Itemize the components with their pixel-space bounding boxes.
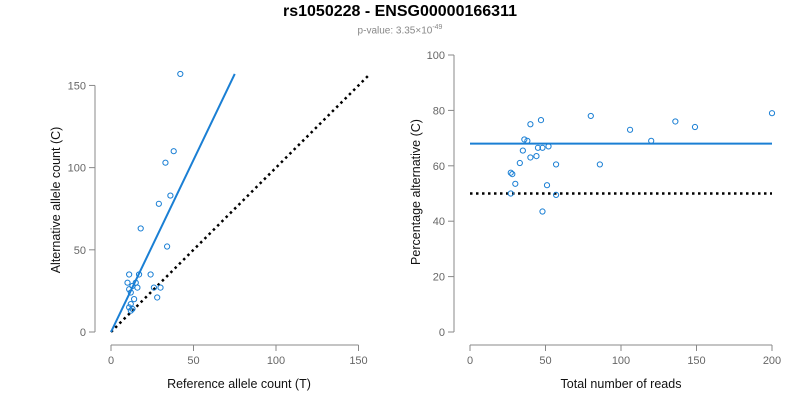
- panel2-data-point: [512, 180, 519, 187]
- panel2-data-point: [509, 171, 516, 178]
- panel1-data-point: [126, 286, 133, 293]
- panel1-data-point: [137, 225, 144, 232]
- panel2-y-tick-label: 0: [439, 327, 445, 339]
- panel2-data-point: [691, 123, 699, 131]
- panel2-data-point: [545, 143, 552, 150]
- panel1-data-point: [127, 307, 134, 314]
- panel2-data-point: [768, 110, 776, 117]
- panel1-data-point: [157, 284, 164, 291]
- panel1-data-point: [126, 271, 133, 278]
- panel2-data-point: [672, 118, 679, 125]
- panel2-data-point: [524, 137, 531, 144]
- panel1-x-tick-label: 150: [349, 355, 367, 367]
- panel2-y-tick-label: 20: [433, 272, 445, 284]
- panel2-data-point: [539, 144, 546, 151]
- panel2-x-tick-label: 100: [612, 355, 630, 367]
- panel2-data-point: [519, 147, 526, 154]
- panel1-data-point: [170, 148, 177, 155]
- panel1-data-point: [177, 70, 184, 78]
- panel2-data-point: [648, 137, 655, 144]
- panel1-data-point: [164, 243, 171, 250]
- panel1-data-point: [126, 304, 133, 311]
- panel2-x-tick-label: 50: [539, 355, 551, 367]
- pvalue-exponent: -49: [432, 24, 443, 31]
- panel1-fit-line: [110, 73, 236, 333]
- panel2-data-point: [539, 208, 546, 215]
- panel1-data-point: [167, 192, 174, 199]
- panel2-data-point: [527, 154, 534, 161]
- panel1-data-point: [127, 289, 134, 296]
- panel2-x-tick-label: 150: [687, 355, 705, 367]
- panel2-data-point: [521, 136, 528, 143]
- panel1-data-point: [154, 294, 161, 301]
- pvalue-subtitle: p-value: 3.35×10-49: [0, 24, 800, 36]
- panel2-y-tick-label: 80: [433, 105, 445, 117]
- panel2-data-point: [543, 182, 551, 189]
- panel1-data-point: [134, 284, 141, 291]
- panel2-x-tick-label: 0: [467, 355, 473, 367]
- panel1-y-tick-label: 100: [68, 163, 86, 175]
- panel2-data-point: [534, 144, 542, 151]
- panel1-x-tick-label: 50: [187, 355, 199, 367]
- panel1-data-point: [124, 279, 131, 286]
- panel2-x-axis-title: Total number of reads: [561, 377, 682, 391]
- panel2-data-point: [552, 191, 560, 198]
- panel2-data-point: [507, 169, 514, 176]
- panel1-y-tick-label: 0: [80, 327, 86, 339]
- panel1-data-point: [131, 296, 138, 303]
- panel1-data-point: [155, 200, 162, 207]
- panel1-x-axis-title: Reference allele count (T): [167, 377, 311, 391]
- panel2-data-point: [516, 159, 523, 167]
- panel2-data-point: [537, 116, 545, 124]
- panel2-data-point: [533, 153, 540, 160]
- panel2-data-point: [552, 161, 560, 168]
- panel2-data-point: [527, 121, 534, 128]
- panel1-data-point: [147, 271, 154, 278]
- panel1-x-tick-label: 0: [108, 355, 114, 367]
- pvalue-label: p-value: 3.35×10: [357, 25, 433, 37]
- panel2-data-point: [507, 190, 514, 197]
- panel1-data-point: [135, 271, 143, 278]
- panel1-x-tick-label: 100: [267, 355, 285, 367]
- panel1-data-point: [150, 284, 157, 291]
- panel2-y-tick-label: 40: [433, 216, 445, 228]
- panel1-y-tick-label: 150: [68, 80, 86, 92]
- panel1-data-point: [129, 305, 136, 313]
- panel1-reference-line: [110, 73, 371, 333]
- panel2-y-tick-label: 60: [433, 161, 445, 173]
- panel1-y-tick-label: 50: [74, 245, 86, 257]
- panel1-data-point: [162, 159, 169, 166]
- panel2-data-point: [587, 112, 594, 120]
- panel2-y-axis-title: Percentage alternative (C): [409, 119, 423, 265]
- panel1-y-axis-title: Alternative allele count (C): [49, 127, 63, 274]
- chart-title: rs1050228 - ENSG00000166311: [283, 3, 517, 20]
- panel2-data-point: [596, 161, 603, 168]
- panel2-y-tick-label: 100: [427, 50, 445, 62]
- panel2-x-tick-label: 200: [763, 355, 781, 367]
- panel2-data-point: [626, 126, 634, 133]
